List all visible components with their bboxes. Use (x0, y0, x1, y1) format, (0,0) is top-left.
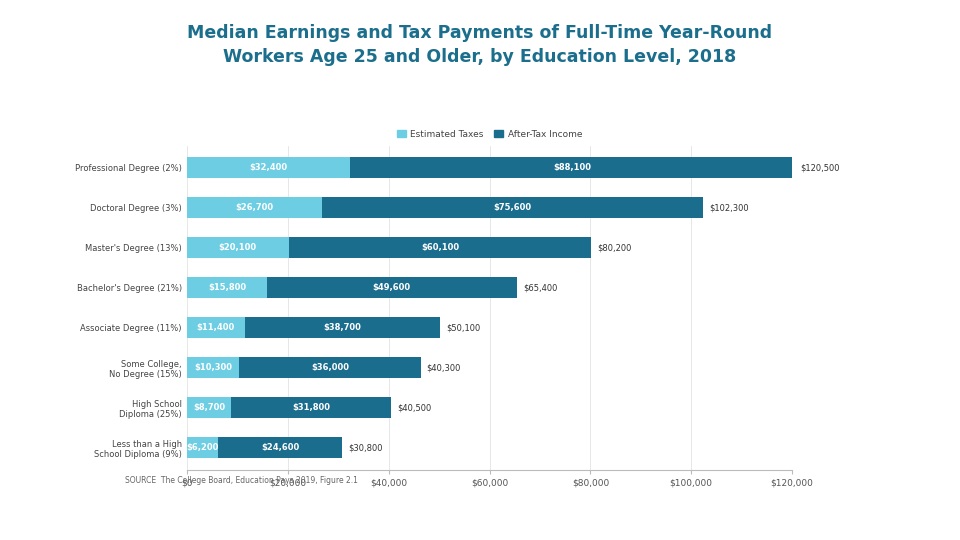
Bar (289, 238, 591, 258)
Text: $38,700: $38,700 (324, 323, 361, 332)
Bar (187, 318, 245, 338)
Bar (267, 278, 516, 298)
Bar (187, 437, 219, 458)
Text: $65,400: $65,400 (523, 284, 557, 292)
Bar (245, 318, 440, 338)
Text: $120,500: $120,500 (801, 163, 840, 172)
Text: $10,300: $10,300 (194, 363, 232, 372)
Text: $20,100: $20,100 (219, 244, 257, 252)
Text: $30,800: $30,800 (348, 443, 383, 453)
Text: $40,300: $40,300 (426, 363, 461, 372)
Bar (231, 397, 392, 418)
Text: Median Earnings and Tax Payments of Full-Time Year-Round
Workers Age 25 and Olde: Median Earnings and Tax Payments of Full… (187, 24, 773, 66)
Text: $75,600: $75,600 (493, 203, 531, 212)
Bar (187, 397, 231, 418)
Legend: Estimated Taxes, After-Tax Income: Estimated Taxes, After-Tax Income (393, 126, 587, 142)
Text: $31,800: $31,800 (292, 403, 330, 413)
Bar (187, 198, 322, 218)
Text: Education Pays 2018: Education Pays 2018 (433, 520, 527, 529)
Text: $60,100: $60,100 (420, 244, 459, 252)
Bar (187, 157, 350, 178)
Text: $26,700: $26,700 (235, 203, 274, 212)
Text: For detailed data, visit trends.collegeboard.org.: For detailed data, visit trends.collegeb… (19, 520, 235, 529)
Text: $80,200: $80,200 (597, 244, 632, 252)
Text: ❤ CollegeBoard: ❤ CollegeBoard (855, 520, 926, 529)
Bar (239, 357, 420, 378)
Text: $36,000: $36,000 (311, 363, 348, 372)
Text: $50,100: $50,100 (445, 323, 480, 332)
Bar (219, 437, 343, 458)
Text: $6,200: $6,200 (186, 443, 219, 453)
Bar (187, 357, 239, 378)
Text: SOURCE  The College Board, Education Pays 2019, Figure 2.1: SOURCE The College Board, Education Pays… (125, 476, 358, 485)
Text: $49,600: $49,600 (372, 284, 411, 292)
Text: $8,700: $8,700 (193, 403, 226, 413)
Text: $24,600: $24,600 (261, 443, 300, 453)
Bar (187, 238, 289, 258)
Text: $32,400: $32,400 (250, 163, 288, 172)
Text: $11,400: $11,400 (197, 323, 235, 332)
Text: $88,100: $88,100 (554, 163, 591, 172)
Bar (322, 198, 703, 218)
Text: $40,500: $40,500 (397, 403, 432, 413)
Text: $15,800: $15,800 (208, 284, 246, 292)
Bar (350, 157, 795, 178)
Text: $102,300: $102,300 (708, 203, 749, 212)
Bar (187, 278, 267, 298)
